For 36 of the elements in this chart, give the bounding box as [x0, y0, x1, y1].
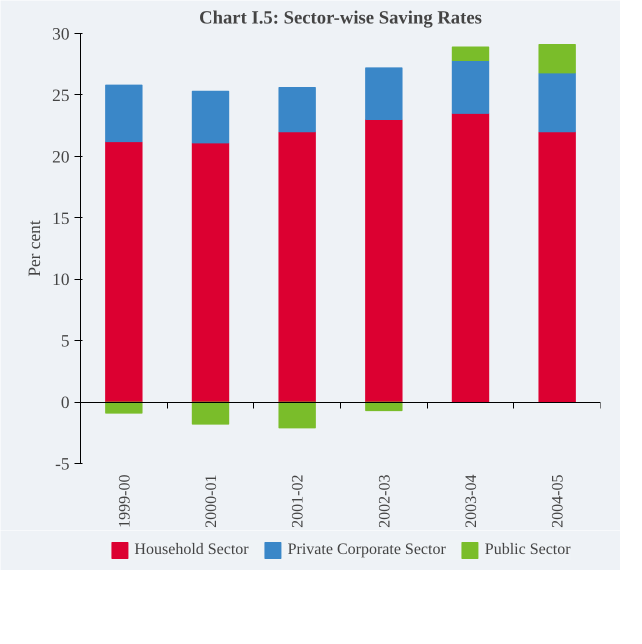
bar [365, 67, 403, 120]
y-tick-label: 30 [52, 24, 70, 44]
bar [452, 60, 490, 114]
y-tick-label: -5 [55, 454, 70, 474]
y-tick-label: 0 [60, 393, 70, 412]
bar [452, 112, 490, 403]
x-tick-label: 2003-04 [463, 474, 480, 528]
bar [105, 84, 143, 142]
bar [365, 119, 403, 403]
x-tick-label: 2002-03 [376, 474, 394, 528]
y-tick-label: 10 [52, 270, 70, 290]
bar [192, 90, 230, 144]
bar [452, 46, 490, 62]
bar [192, 402, 230, 425]
y-tick-label: 20 [52, 147, 70, 166]
legend-label: Private Corporate Sector [288, 541, 446, 559]
chart-title: Chart I.5: Sector-wise Saving Rates [199, 8, 482, 28]
y-tick-label: 25 [52, 86, 70, 105]
y-tick-label: 5 [60, 332, 70, 351]
bar [538, 44, 576, 74]
bar [105, 402, 143, 414]
x-tick-label: 1999-00 [116, 474, 134, 528]
bar [278, 131, 316, 403]
x-tick-label: 2000-01 [203, 474, 220, 528]
bar [105, 141, 143, 403]
legend-label: Household Sector [134, 541, 249, 559]
x-tick-label: 2004-05 [550, 474, 567, 528]
x-tick-label: 2001-02 [290, 474, 307, 528]
y-axis-title: Per cent [25, 220, 44, 277]
bar [278, 87, 316, 132]
bar [538, 131, 576, 403]
legend-label: Public Sector [484, 541, 571, 559]
bar [192, 142, 230, 403]
y-tick-label: 15 [52, 208, 70, 228]
bar [538, 72, 576, 132]
bar [278, 402, 316, 428]
